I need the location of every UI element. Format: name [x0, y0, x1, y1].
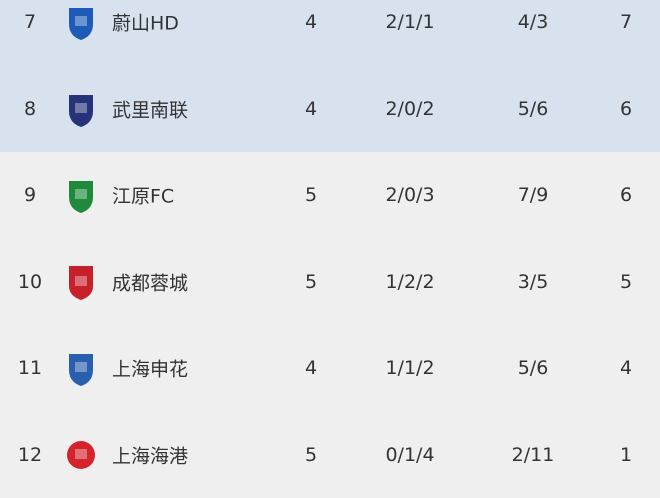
points: 1: [620, 444, 632, 466]
goals: 4/3: [518, 11, 549, 33]
rank: 11: [18, 357, 42, 379]
goals: 2/11: [512, 444, 555, 466]
win-draw-loss: 2/0/2: [385, 98, 434, 120]
port-crest-icon: [66, 437, 96, 473]
team-name[interactable]: 上海申花: [112, 355, 188, 382]
win-draw-loss: 2/0/3: [385, 184, 434, 206]
table-row[interactable]: 11 上海申花 4 1/1/2 5/6 4: [0, 325, 660, 412]
played: 4: [305, 11, 317, 33]
goals: 5/6: [518, 357, 549, 379]
rank: 7: [24, 11, 36, 33]
table-row[interactable]: 8 武里南联 4 2/0/2 5/6 6: [0, 66, 660, 153]
team-name[interactable]: 武里南联: [112, 95, 188, 122]
points: 4: [620, 357, 632, 379]
rank: 8: [24, 98, 36, 120]
goals: 7/9: [518, 184, 549, 206]
rank: 12: [18, 444, 42, 466]
points: 7: [620, 11, 632, 33]
team-name[interactable]: 上海海港: [112, 441, 188, 468]
team-name[interactable]: 成都蓉城: [112, 268, 188, 295]
goals: 3/5: [518, 271, 549, 293]
points: 6: [620, 98, 632, 120]
goals: 5/6: [518, 98, 549, 120]
team-name[interactable]: 江原FC: [112, 182, 174, 209]
table-row[interactable]: 7 蔚山HD 4 2/1/1 4/3 7: [0, 0, 660, 66]
played: 4: [305, 98, 317, 120]
played: 4: [305, 357, 317, 379]
rank: 9: [24, 184, 36, 206]
table-row[interactable]: 12 上海海港 5 0/1/4 2/11 1: [0, 412, 660, 498]
win-draw-loss: 2/1/1: [385, 11, 434, 33]
played: 5: [305, 184, 317, 206]
shenhua-crest-icon: [66, 350, 96, 386]
win-draw-loss: 0/1/4: [385, 444, 434, 466]
chengdu-crest-icon: [66, 264, 96, 300]
table-row[interactable]: 9 江原FC 5 2/0/3 7/9 6: [0, 152, 660, 239]
table-row[interactable]: 10 成都蓉城 5 1/2/2 3/5 5: [0, 239, 660, 326]
points: 5: [620, 271, 632, 293]
team-name[interactable]: 蔚山HD: [112, 9, 179, 36]
buriram-crest-icon: [66, 91, 96, 127]
win-draw-loss: 1/2/2: [385, 271, 434, 293]
ulsan-crest-icon: [66, 4, 96, 40]
gangwon-crest-icon: [66, 177, 96, 213]
rank: 10: [18, 271, 42, 293]
played: 5: [305, 444, 317, 466]
played: 5: [305, 271, 317, 293]
points: 6: [620, 184, 632, 206]
win-draw-loss: 1/1/2: [385, 357, 434, 379]
